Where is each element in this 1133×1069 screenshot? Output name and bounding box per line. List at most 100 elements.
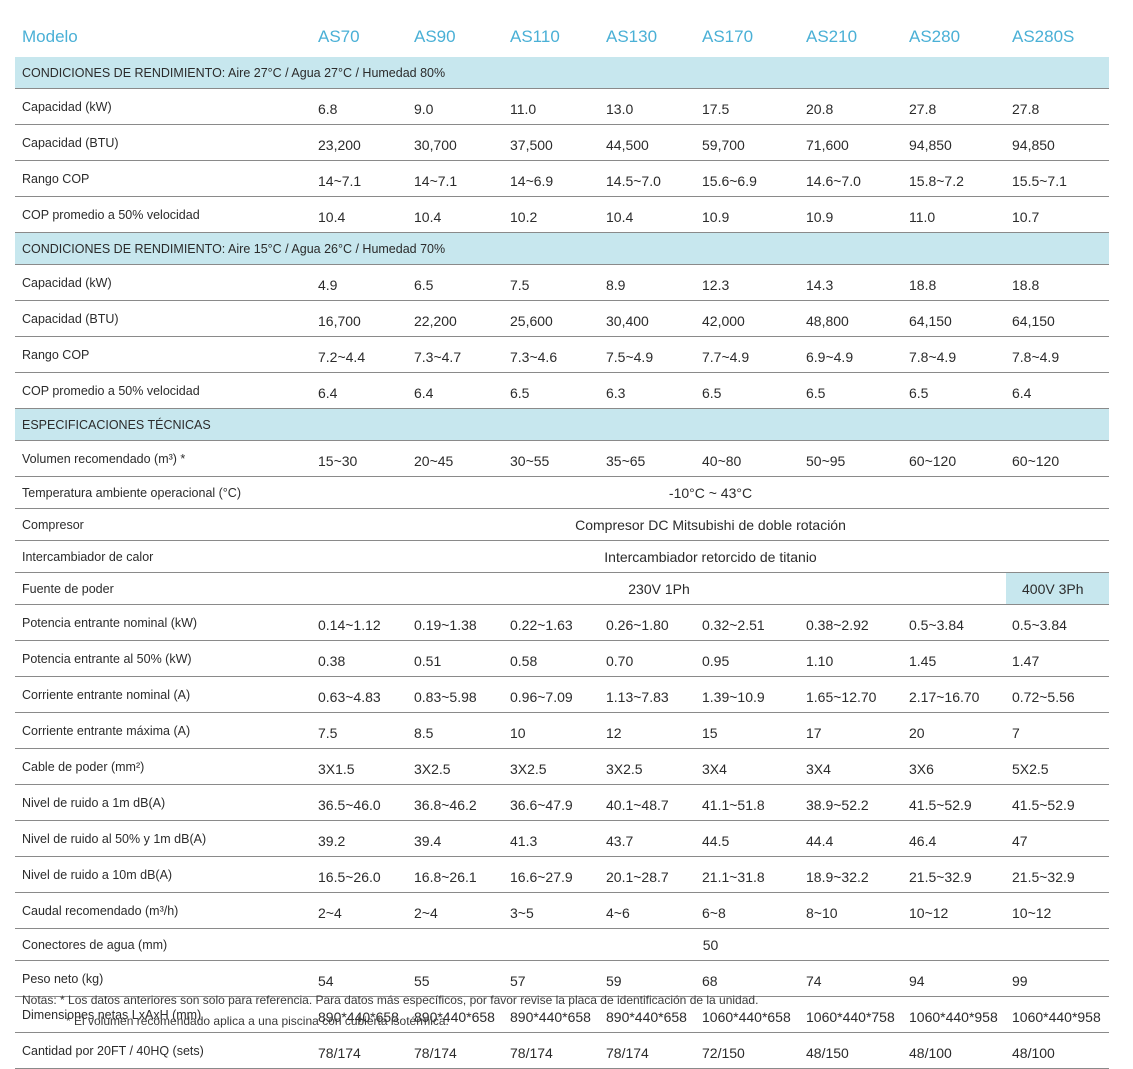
cell-value: 11.0 [504,88,600,125]
cell-value: 41.5~52.9 [1006,784,1109,821]
row-label: Rango COP [15,160,312,197]
model-name: AS70 [312,18,408,57]
cell-value: 16.6~27.9 [504,856,600,893]
cell-value: 10.9 [696,196,800,233]
cell-value: 11.0 [903,196,1006,233]
cell-value: 16.8~26.1 [408,856,504,893]
row-label: COP promedio a 50% velocidad [15,372,312,409]
cell-value: 6~8 [696,892,800,929]
cell-value: 8.9 [600,264,696,301]
cell-value: 74 [800,960,903,997]
cell-value: 72/150 [696,1032,800,1069]
cell-value: 15~30 [312,440,408,477]
table-row: Potencia entrante al 50% (kW) 0.38 0.51 0.5… [15,640,1109,677]
cell-value: 5X2.5 [1006,748,1109,785]
table-row: Cantidad por 20FT / 40HQ (sets) 78/174 78/… [15,1032,1109,1069]
cell-value: 6.3 [600,372,696,409]
cell-value: 1060*440*758 [800,996,903,1033]
shared-value: -10°C ~ 43°C [312,476,1109,509]
cell-value: 1.45 [903,640,1006,677]
cell-value: 20.1~28.7 [600,856,696,893]
cell-value: 8.5 [408,712,504,749]
cell-value: 1.13~7.83 [600,676,696,713]
row-label: Rango COP [15,336,312,373]
cell-value: 10.9 [800,196,903,233]
cell-value: 44,500 [600,124,696,161]
cell-value: 0.32~2.51 [696,604,800,641]
cell-value: 7.5 [312,712,408,749]
cell-value: 1060*440*958 [903,996,1006,1033]
model-name: AS170 [696,18,800,57]
cell-value: 10.2 [504,196,600,233]
cell-value: 22,200 [408,300,504,337]
model-name: AS110 [504,18,600,57]
cell-value: 20~45 [408,440,504,477]
cell-value: 9.0 [408,88,504,125]
cell-value: 78/174 [504,1032,600,1069]
cell-value: 41.5~52.9 [903,784,1006,821]
cell-value: 14.6~7.0 [800,160,903,197]
table-row: Peso neto (kg) 54 55 57 59 68 74 94 99 [15,960,1109,997]
cell-value: 71,600 [800,124,903,161]
section-title: ESPECIFICACIONES TÉCNICAS [15,408,1109,441]
table-row: Capacidad (kW) 4.9 6.5 7.5 8.9 12.3 14.3 18.8 18… [15,264,1109,301]
cell-value: 10.4 [408,196,504,233]
cell-value: 36.6~47.9 [504,784,600,821]
cell-value: 4.9 [312,264,408,301]
cell-value: 10~12 [903,892,1006,929]
table-row: Potencia entrante nominal (kW) 0.14~1.12 0… [15,604,1109,641]
cell-value: 27.8 [1006,88,1109,125]
cell-value: 4~6 [600,892,696,929]
cell-value: 10 [504,712,600,749]
section-header: CONDICIONES DE RENDIMIENTO: Aire 15°C / … [15,232,1109,265]
cell-value: 0.26~1.80 [600,604,696,641]
row-label: Peso neto (kg) [15,960,312,997]
cell-value: 14.3 [800,264,903,301]
cell-value: 18.8 [903,264,1006,301]
table-row: Dimensiones netas LxAxH (mm) 890*440*658 8… [15,996,1109,1033]
cell-value: 60~120 [1006,440,1109,477]
header-row: Modelo AS70 AS90 AS110 AS130 AS170 AS210… [15,18,1109,57]
cell-value: 7.5 [504,264,600,301]
cell-value: 8~10 [800,892,903,929]
cell-value: 94,850 [903,124,1006,161]
cell-value: 37,500 [504,124,600,161]
cell-value: 68 [696,960,800,997]
shared-value: 230V 1Ph [312,572,1006,605]
cell-value: 14.5~7.0 [600,160,696,197]
spec-table-body: Modelo AS70 AS90 AS110 AS130 AS170 AS210… [15,18,1109,1069]
cell-value: 10~12 [1006,892,1109,929]
cell-value: 46.4 [903,820,1006,857]
table-row: Fuente de poder 230V 1Ph 400V 3Ph [15,572,1109,605]
cell-value: 6.5 [800,372,903,409]
table-row: Intercambiador de calor Intercambiador re… [15,540,1109,573]
highlighted-value: 400V 3Ph [1006,572,1109,605]
shared-value: Intercambiador retorcido de titanio [312,540,1109,573]
cell-value: 39.4 [408,820,504,857]
cell-value: 1.65~12.70 [800,676,903,713]
cell-value: 0.22~1.63 [504,604,600,641]
cell-value: 0.96~7.09 [504,676,600,713]
cell-value: 3~5 [504,892,600,929]
cell-value: 64,150 [903,300,1006,337]
table-row: COP promedio a 50% velocidad 6.4 6.4 6.5 6.3… [15,372,1109,409]
cell-value: 1.10 [800,640,903,677]
note-line: Notas: * Los datos anteriores son solo p… [22,993,759,1007]
cell-value: 6.4 [1006,372,1109,409]
cell-value: 6.5 [903,372,1006,409]
cell-value: 3X4 [800,748,903,785]
cell-value: 48/100 [903,1032,1006,1069]
cell-value: 0.19~1.38 [408,604,504,641]
row-label: COP promedio a 50% velocidad [15,196,312,233]
cell-value: 7.8~4.9 [903,336,1006,373]
cell-value: 35~65 [600,440,696,477]
cell-value: 94,850 [1006,124,1109,161]
section-title: CONDICIONES DE RENDIMIENTO: Aire 15°C / … [15,232,1109,265]
cell-value: 17 [800,712,903,749]
cell-value: 78/174 [408,1032,504,1069]
table-row: Rango COP 14~7.1 14~7.1 14~6.9 14.5~7.0 15.6~… [15,160,1109,197]
cell-value: 6.4 [408,372,504,409]
model-name: AS280 [903,18,1006,57]
cell-value: 59,700 [696,124,800,161]
cell-value: 78/174 [600,1032,696,1069]
